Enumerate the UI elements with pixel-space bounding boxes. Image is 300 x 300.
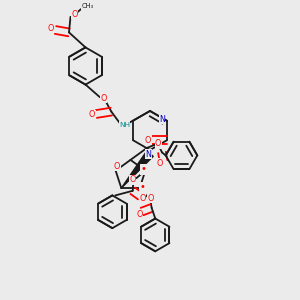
Text: N: N: [159, 115, 165, 124]
Polygon shape: [121, 151, 153, 188]
Text: O: O: [145, 136, 151, 145]
Text: O: O: [156, 159, 163, 168]
Text: O: O: [139, 194, 146, 203]
Text: CH₃: CH₃: [81, 3, 93, 9]
Text: O: O: [114, 162, 120, 171]
Text: O: O: [136, 210, 143, 219]
Text: O: O: [129, 175, 136, 184]
Text: •: •: [141, 164, 147, 175]
Text: O: O: [48, 24, 54, 33]
Text: O: O: [71, 10, 78, 19]
Text: O: O: [155, 140, 161, 148]
Text: •: •: [140, 182, 146, 192]
Text: O: O: [100, 94, 107, 103]
Text: N: N: [146, 150, 152, 159]
Text: O: O: [148, 194, 154, 202]
Text: NH: NH: [119, 122, 130, 128]
Text: O: O: [89, 110, 95, 119]
